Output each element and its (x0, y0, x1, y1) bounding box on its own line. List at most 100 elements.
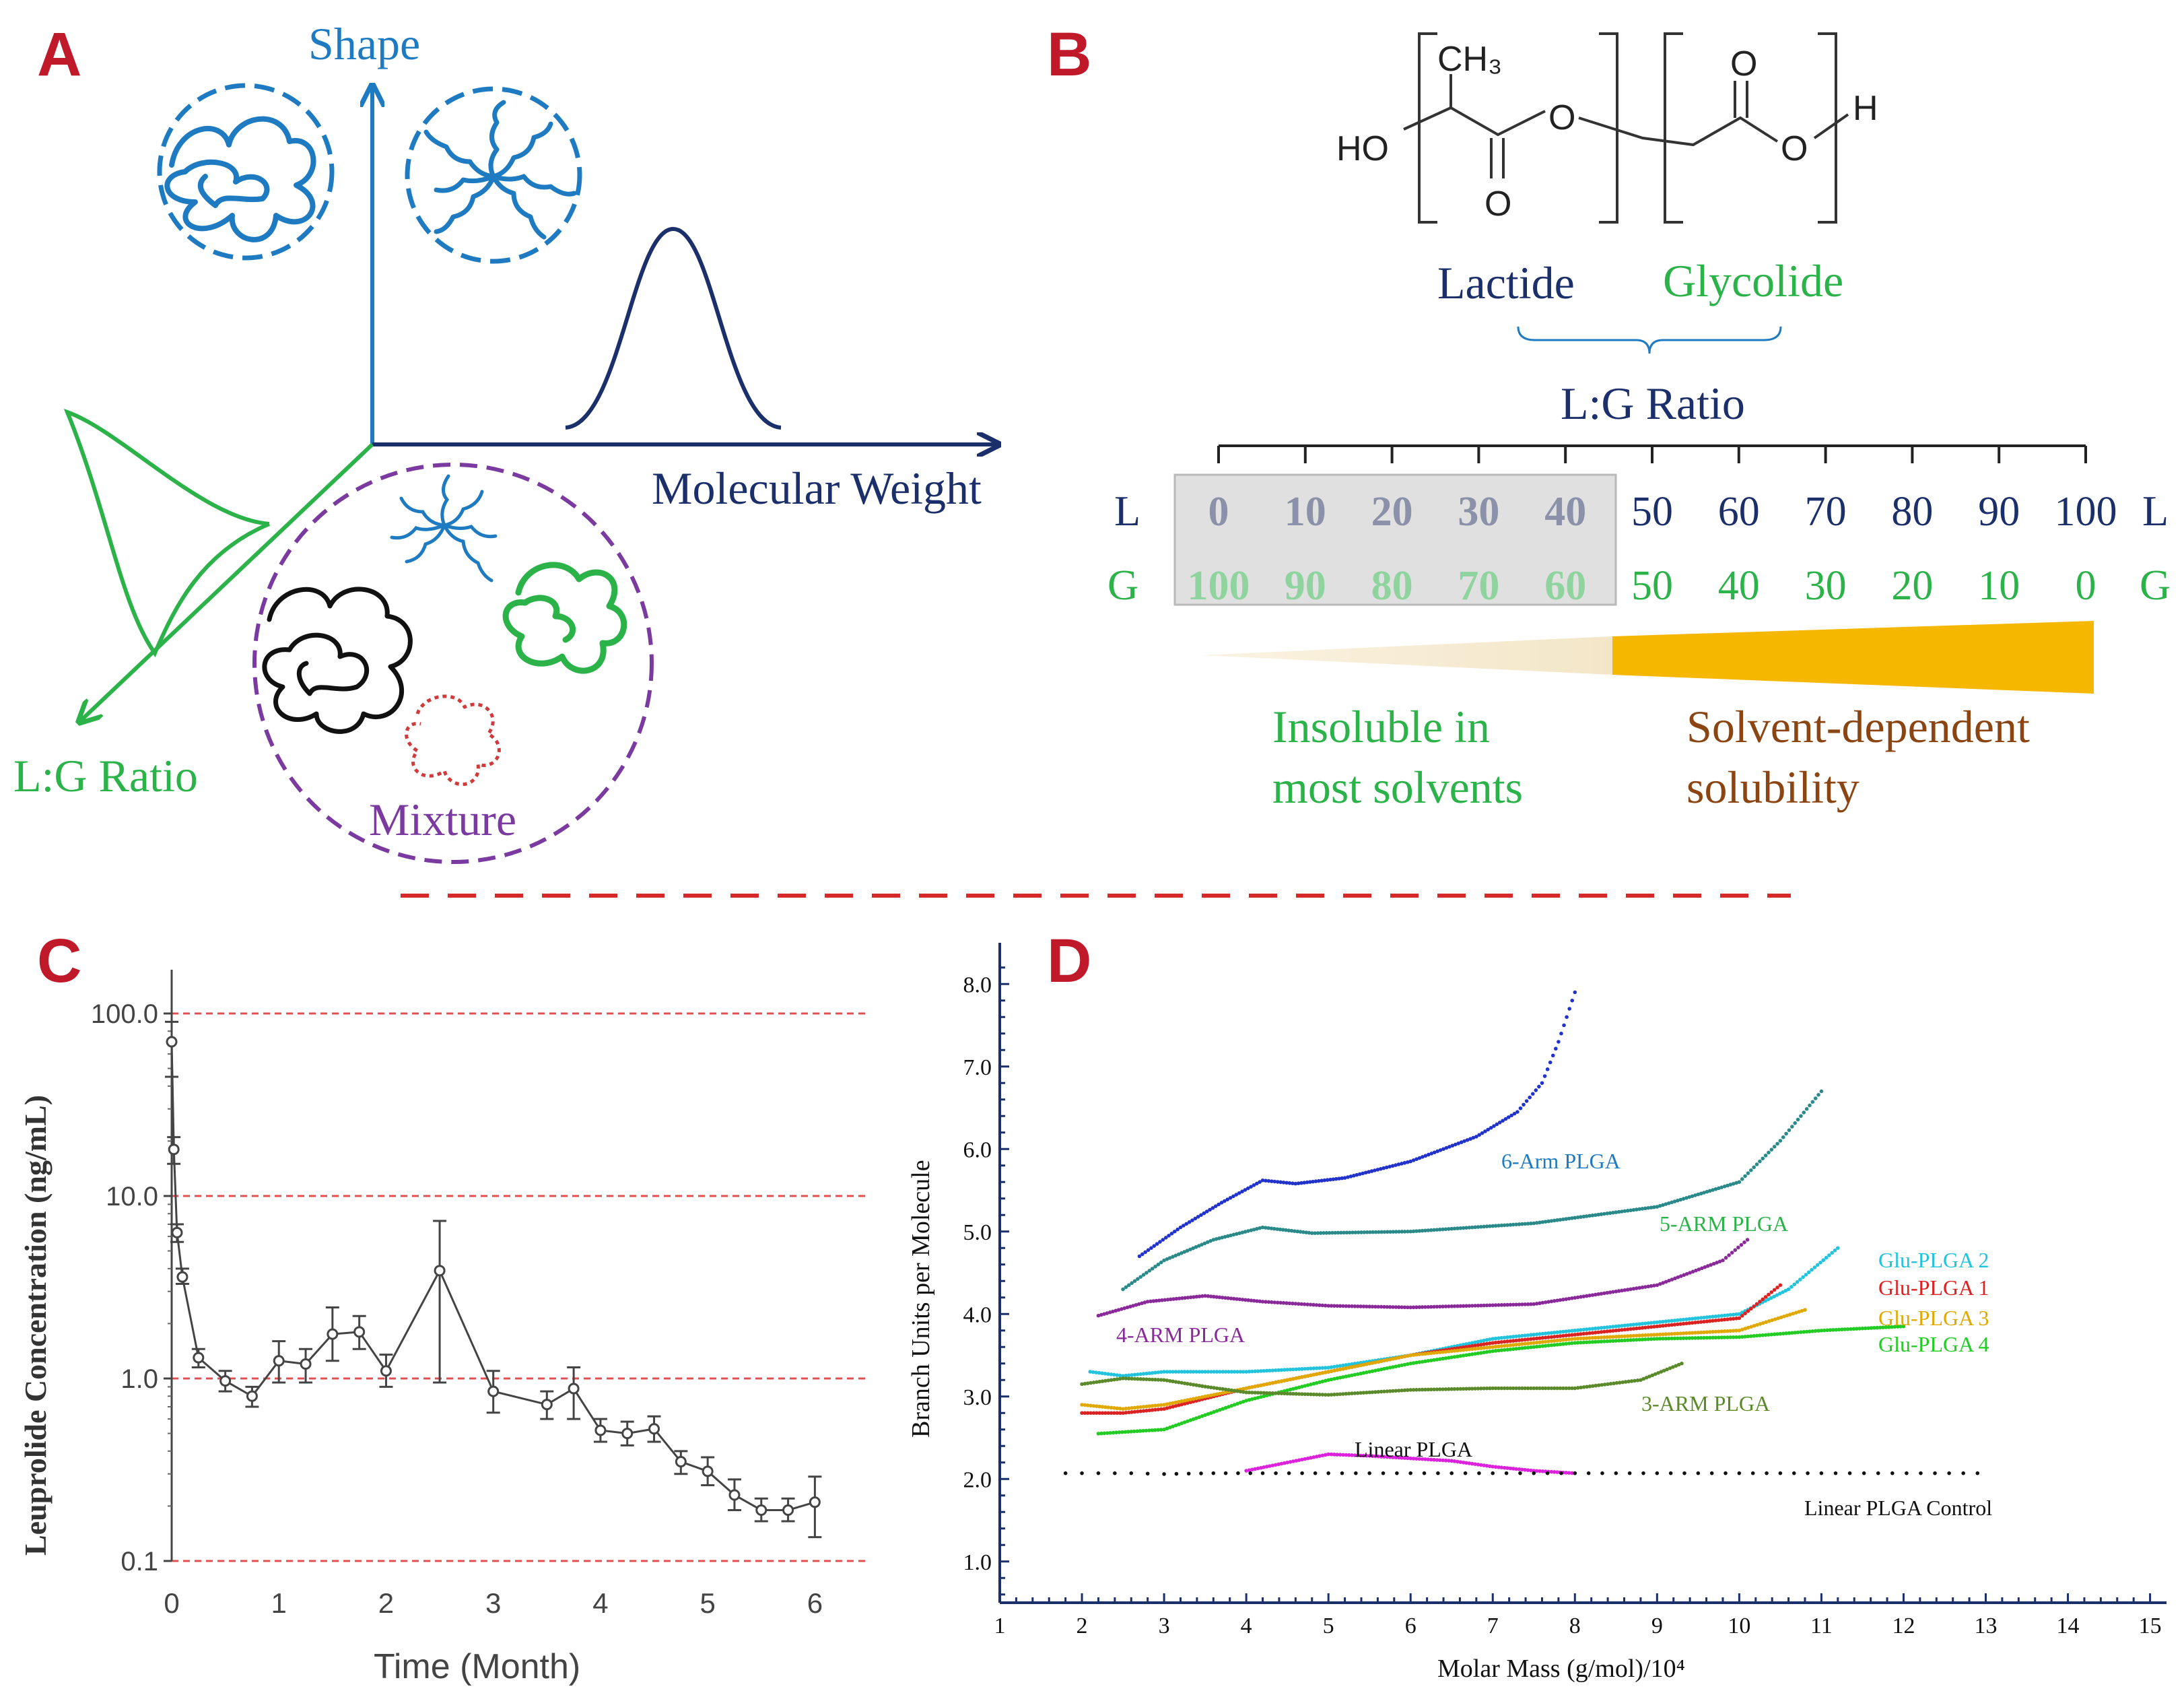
series-point (1635, 1207, 1639, 1211)
series-point (1350, 1304, 1354, 1308)
series-point (1602, 1339, 1606, 1343)
panel-b-label: B (1047, 20, 1091, 89)
series-point (1643, 1325, 1647, 1330)
series-point (1763, 1333, 1768, 1337)
series-point (1485, 1345, 1489, 1350)
series-point (1670, 1277, 1674, 1282)
series-point (1517, 1346, 1522, 1351)
series-point (1810, 1100, 1815, 1104)
series-point (1702, 1335, 1706, 1340)
series-point (1600, 1471, 1604, 1475)
series-point (1661, 1332, 1665, 1337)
series-point (1426, 1359, 1431, 1363)
series-point (1749, 1334, 1753, 1338)
series-point (1754, 1333, 1759, 1338)
series-point (1830, 1251, 1835, 1255)
series-point (1287, 1228, 1291, 1232)
series-point (1818, 1261, 1822, 1265)
series-point (1676, 1362, 1681, 1367)
series-point (1567, 1337, 1571, 1341)
series-point (1684, 1271, 1689, 1276)
series-point (1707, 1330, 1712, 1334)
series-point (1492, 1124, 1496, 1128)
series-point (1611, 1329, 1615, 1333)
series-point (1549, 1386, 1554, 1391)
series-point (1347, 1230, 1352, 1235)
series-point (1373, 1360, 1377, 1364)
series-point (1594, 1339, 1598, 1344)
series-point (1499, 1344, 1504, 1348)
series-point (1376, 1390, 1381, 1394)
series-point (1473, 1347, 1477, 1351)
x-tick-label: 4 (1241, 1613, 1252, 1638)
series-point (1491, 1224, 1495, 1228)
series-point (1186, 1398, 1190, 1402)
series-point (1367, 1304, 1371, 1309)
series-point (1532, 1341, 1536, 1345)
series-point (1668, 1471, 1673, 1475)
series-point (1581, 1214, 1586, 1219)
x-tick-label: 2 (1077, 1613, 1088, 1638)
series-point (1124, 1406, 1128, 1411)
series-point (1611, 1290, 1615, 1294)
series-point (1379, 1389, 1384, 1394)
x-tick-label: 11 (1810, 1613, 1833, 1638)
data-point (809, 1496, 821, 1508)
series-point (1109, 1372, 1114, 1376)
series-point (1573, 1341, 1577, 1345)
series-point (1810, 1267, 1814, 1272)
series-point (1408, 1159, 1413, 1164)
series-point (1678, 1318, 1683, 1322)
series-point (1395, 1471, 1399, 1475)
series-point (1309, 1373, 1313, 1378)
series-point (1300, 1457, 1304, 1462)
series-point (1707, 1335, 1712, 1340)
series-point (1549, 1339, 1554, 1343)
series-point (1489, 1125, 1493, 1130)
series-point (1731, 1312, 1736, 1317)
series-point (1414, 1352, 1419, 1357)
series-point (1158, 1240, 1162, 1244)
series-point (1711, 1261, 1716, 1266)
series-point (1482, 1338, 1486, 1343)
series-point (1180, 1421, 1184, 1426)
series-point (1262, 1394, 1266, 1399)
ratio-scale-ticks (1217, 446, 2087, 463)
series-point (1499, 1465, 1504, 1469)
series-point (1238, 1389, 1243, 1394)
series-point (1575, 1386, 1580, 1390)
series-point (1371, 1230, 1375, 1234)
series-point (1579, 1215, 1583, 1219)
series-point (1602, 1325, 1606, 1330)
series-point (1423, 1457, 1427, 1461)
series-point (1361, 1304, 1366, 1308)
series-point (1204, 1209, 1209, 1213)
series-point (1313, 1179, 1318, 1183)
series-point (1154, 1298, 1159, 1303)
series-point (1203, 1370, 1207, 1374)
series-point (1588, 1331, 1592, 1335)
series-point (1681, 1197, 1686, 1201)
series-point (1085, 1411, 1090, 1416)
series-point (1191, 1246, 1195, 1251)
series-point (1394, 1389, 1398, 1393)
series-point (1182, 1381, 1187, 1385)
series-point (1775, 1293, 1779, 1297)
series-point (1497, 1121, 1502, 1125)
series-point (1594, 1292, 1598, 1297)
series-point (1159, 1428, 1163, 1432)
series-point (1200, 1414, 1204, 1418)
series-point (1080, 1403, 1084, 1407)
series-point (1691, 1269, 1695, 1274)
series-point (1268, 1464, 1272, 1468)
series-point (1264, 1368, 1269, 1373)
series-point (1329, 1369, 1334, 1373)
series-point (1136, 1372, 1140, 1376)
series-point (1217, 1236, 1221, 1240)
series-point (1260, 1471, 1265, 1475)
series-point (1734, 1312, 1738, 1317)
series-point (1309, 1383, 1313, 1387)
series-point (1722, 1335, 1727, 1339)
series-point (1324, 1366, 1328, 1370)
series-point (1479, 1387, 1483, 1391)
